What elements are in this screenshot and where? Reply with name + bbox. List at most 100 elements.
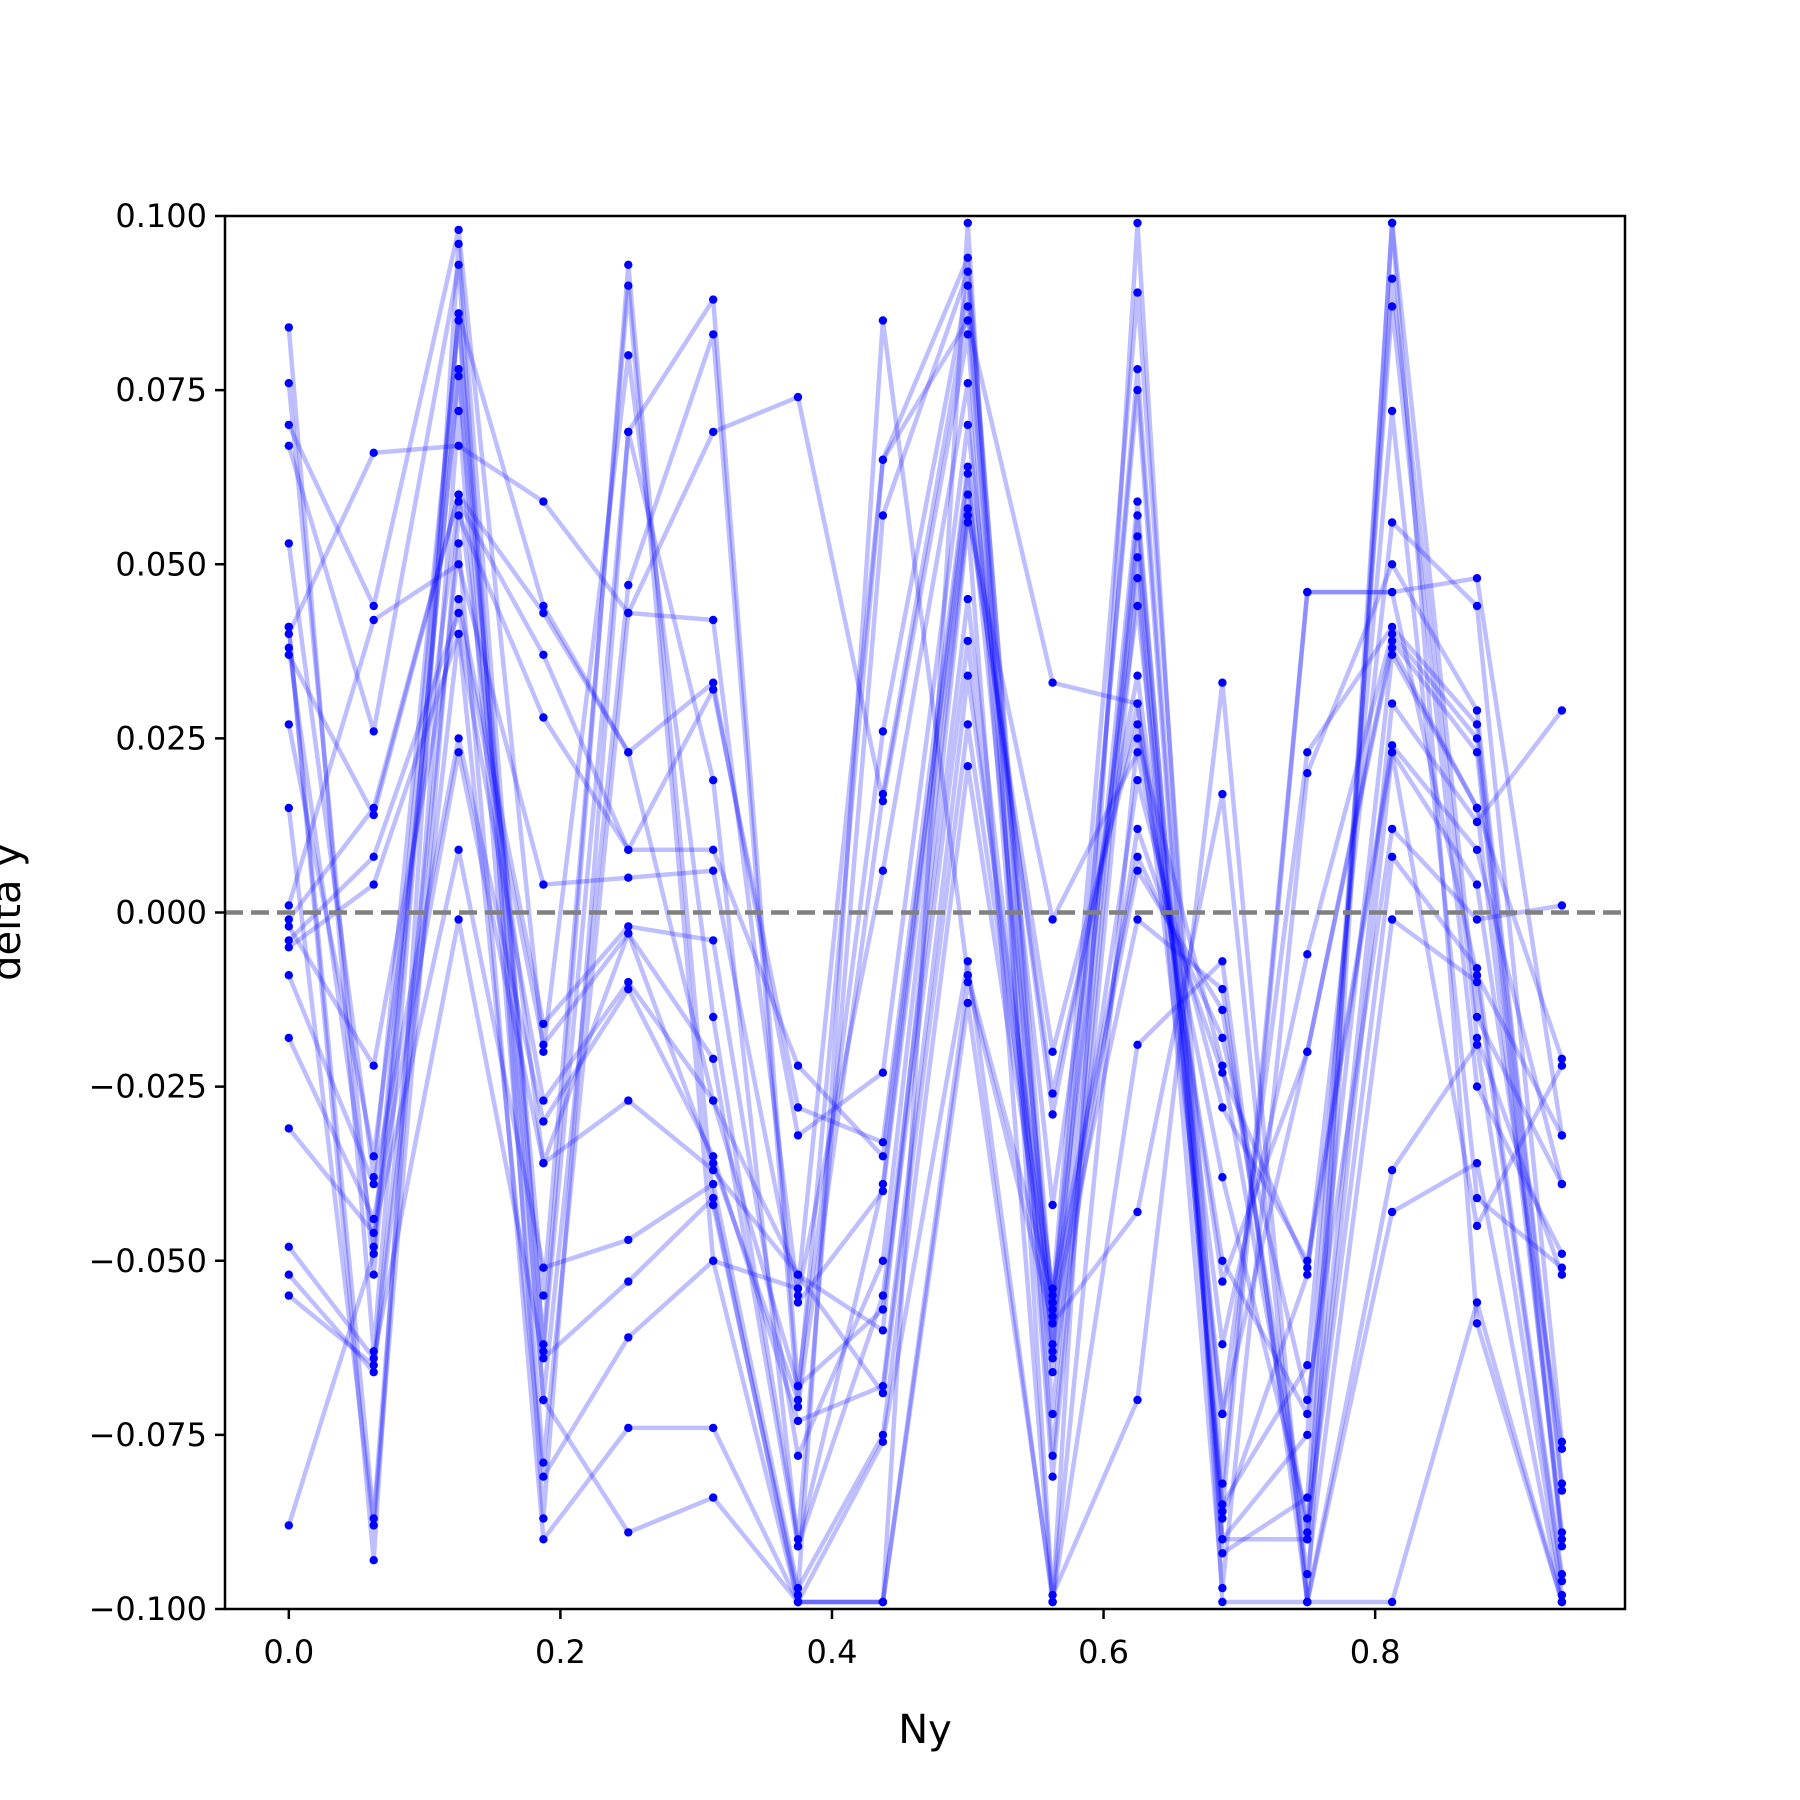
data-point bbox=[709, 1012, 718, 1022]
data-point bbox=[709, 1193, 718, 1203]
data-point bbox=[539, 1117, 548, 1126]
data-point bbox=[624, 845, 633, 854]
data-point bbox=[454, 225, 463, 235]
data-point bbox=[1218, 1173, 1227, 1182]
data-point bbox=[709, 1152, 718, 1161]
data-point bbox=[1472, 734, 1482, 743]
data-point bbox=[1303, 1570, 1312, 1579]
data-point bbox=[1133, 365, 1142, 374]
data-point bbox=[1048, 1200, 1057, 1210]
data-point bbox=[369, 727, 378, 736]
data-point bbox=[793, 1298, 803, 1307]
data-point bbox=[1557, 1131, 1567, 1140]
x-tick-label: 0.0 bbox=[263, 1633, 314, 1671]
data-point bbox=[963, 302, 972, 311]
data-point bbox=[1218, 1583, 1227, 1593]
data-point bbox=[1387, 406, 1397, 416]
data-point bbox=[284, 971, 293, 980]
data-point bbox=[1218, 1549, 1227, 1558]
data-point bbox=[284, 379, 293, 388]
data-point bbox=[1472, 1012, 1482, 1022]
data-point bbox=[878, 1068, 888, 1077]
data-point bbox=[878, 1430, 888, 1440]
data-point bbox=[1557, 1528, 1567, 1537]
data-point bbox=[539, 713, 548, 722]
y-tick-label: 0.050 bbox=[115, 545, 207, 583]
data-point bbox=[709, 330, 718, 339]
data-point bbox=[709, 678, 718, 687]
data-point bbox=[709, 295, 718, 304]
data-point bbox=[1048, 1291, 1057, 1300]
series-line-4 bbox=[286, 262, 1564, 1542]
data-point bbox=[369, 1368, 378, 1377]
data-point bbox=[1303, 1409, 1312, 1419]
data-point bbox=[1472, 817, 1482, 827]
data-point bbox=[1387, 560, 1397, 569]
data-point bbox=[369, 1361, 378, 1370]
data-point bbox=[878, 1437, 888, 1447]
data-point bbox=[709, 776, 718, 785]
data-point bbox=[1387, 629, 1397, 639]
data-point bbox=[369, 1514, 378, 1523]
x-tick-label: 0.8 bbox=[1350, 1633, 1401, 1671]
data-point bbox=[1133, 671, 1142, 680]
data-point bbox=[624, 977, 633, 987]
data-point bbox=[878, 1388, 888, 1398]
data-point bbox=[709, 1200, 718, 1210]
data-point bbox=[1133, 497, 1142, 506]
data-point bbox=[1048, 1340, 1057, 1349]
data-point bbox=[1133, 915, 1142, 924]
data-point bbox=[1218, 1061, 1227, 1070]
data-point bbox=[454, 239, 463, 249]
data-point bbox=[1387, 1597, 1397, 1607]
data-point bbox=[1218, 1340, 1227, 1349]
data-point bbox=[1472, 1319, 1482, 1328]
data-point bbox=[1048, 1089, 1057, 1098]
series-line-8 bbox=[286, 422, 1565, 1491]
data-point bbox=[878, 1381, 888, 1391]
data-point bbox=[1218, 1103, 1227, 1112]
data-point bbox=[709, 866, 718, 875]
data-point bbox=[284, 720, 293, 729]
data-point bbox=[1048, 1312, 1057, 1321]
data-point bbox=[624, 1096, 633, 1105]
series-line-18 bbox=[287, 917, 1565, 1605]
data-point bbox=[1387, 218, 1397, 228]
data-point bbox=[369, 1347, 378, 1356]
data-point bbox=[369, 448, 378, 457]
data-point bbox=[878, 866, 888, 875]
data-point bbox=[284, 1242, 293, 1252]
data-point bbox=[793, 1270, 803, 1279]
data-point bbox=[1048, 1047, 1057, 1057]
data-point bbox=[454, 309, 463, 318]
data-point bbox=[1387, 587, 1397, 597]
data-point bbox=[1557, 1061, 1567, 1070]
data-point bbox=[369, 1179, 378, 1189]
data-point bbox=[539, 1347, 548, 1356]
data-point bbox=[539, 1291, 548, 1300]
y-tick-label: 0.025 bbox=[115, 719, 207, 757]
data-point bbox=[963, 469, 972, 478]
data-point bbox=[963, 518, 972, 527]
data-point bbox=[709, 1179, 718, 1189]
data-point bbox=[624, 427, 633, 437]
data-point bbox=[1048, 1284, 1057, 1293]
data-point bbox=[454, 511, 463, 520]
data-point bbox=[878, 1138, 888, 1147]
data-point bbox=[1303, 1395, 1312, 1405]
data-point bbox=[624, 1333, 633, 1342]
data-point bbox=[1557, 1270, 1567, 1279]
data-point bbox=[1387, 1166, 1397, 1175]
data-point bbox=[1048, 1409, 1057, 1419]
data-point bbox=[1218, 1479, 1227, 1488]
data-point bbox=[1048, 1110, 1057, 1119]
series-line-10 bbox=[286, 492, 1565, 1547]
data-point bbox=[624, 260, 633, 269]
data-point bbox=[624, 580, 633, 590]
data-point bbox=[539, 1354, 548, 1363]
data-point bbox=[963, 511, 972, 520]
data-point bbox=[624, 1528, 633, 1537]
data-point bbox=[624, 281, 633, 290]
data-point bbox=[539, 1019, 548, 1029]
